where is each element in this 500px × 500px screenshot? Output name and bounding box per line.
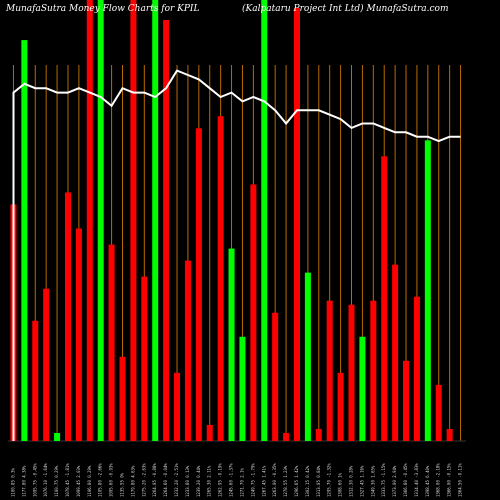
x-tick-label: 1308.60 1% xyxy=(338,472,343,497)
bar-30 xyxy=(326,300,333,441)
x-tick-label: 1135.55 0% xyxy=(120,472,125,497)
x-tick-label: 1265.30 2.11% xyxy=(207,465,212,497)
bar-25 xyxy=(272,312,279,441)
x-tick-label: 1349.30 1.65% xyxy=(370,465,375,497)
bar-18 xyxy=(195,128,202,442)
x-tick-label: 1271.70 2.1% xyxy=(240,468,245,497)
bar-39 xyxy=(424,140,431,441)
x-tick-label: 1239.20 0.44% xyxy=(196,465,201,497)
x-tick-label: 1264.05 -0.88% xyxy=(152,463,157,497)
x-tick-label: 1275.20 -2.63% xyxy=(141,463,146,497)
x-tick-label: 1267.45 1.41% xyxy=(261,465,266,497)
x-tick-label: 1366.00 -0.15% xyxy=(447,463,452,497)
bar-23 xyxy=(250,184,257,441)
bar-22 xyxy=(239,336,246,441)
chart-title-right: (Kalpataru Project Int Ltd) MunafaSutra.… xyxy=(242,3,449,14)
x-tick-label: 1245.60 -1.37% xyxy=(229,463,234,497)
x-tick-label: 1262.95 -0.19% xyxy=(218,463,223,497)
bar-35 xyxy=(381,156,388,441)
bar-8 xyxy=(86,0,93,441)
x-tick-label: 1095.75 -0.45% xyxy=(32,463,37,497)
bar-16 xyxy=(174,372,181,441)
bar-6 xyxy=(64,192,71,441)
bars xyxy=(10,0,453,442)
bar-31 xyxy=(337,372,344,441)
x-tick-label: 1177.80 4.38% xyxy=(21,465,26,497)
x-tick-label: 1099.45 2.03% xyxy=(76,465,81,497)
x-tick-label: 1100.85 0.3% xyxy=(11,468,16,497)
bar-11 xyxy=(119,356,126,441)
bar-10 xyxy=(108,244,115,441)
x-tick-label: 1364.50 -0.11% xyxy=(458,463,463,497)
bar-40 xyxy=(435,384,442,441)
x-tick-label: 1312.30 0.28% xyxy=(349,465,354,497)
bar-12 xyxy=(130,0,137,441)
bar-29 xyxy=(315,428,322,441)
x-tick-label: 1314.40 -3.83% xyxy=(414,463,419,497)
bar-41 xyxy=(446,428,453,441)
x-tick-labels: 1100.85 0.3% 1177.80 4.38% 1095.75 -0.45% 1… xyxy=(11,463,463,497)
x-tick-label: 1366.80 -0.45% xyxy=(403,463,408,497)
bar-15 xyxy=(163,20,170,442)
bar-36 xyxy=(392,264,399,441)
line-series xyxy=(12,69,461,441)
x-tick-label: 1327.45 1.16% xyxy=(359,465,364,497)
bar-19 xyxy=(206,424,213,441)
bar-17 xyxy=(184,260,191,441)
bar-7 xyxy=(75,228,82,441)
x-tick-label: 1278.55 1.23% xyxy=(283,465,288,497)
x-tick-label: 1105.80 -2.66% xyxy=(98,463,103,497)
x-tick-label: 1078.45 -1.81% xyxy=(65,463,70,497)
x-tick-label: 1076.10 -1.64% xyxy=(43,463,48,497)
x-tick-label: 1263.00 -0.35% xyxy=(272,463,277,497)
bar-14 xyxy=(152,0,159,441)
bar-32 xyxy=(348,304,355,441)
bar-2 xyxy=(21,40,28,441)
bar-28 xyxy=(304,272,311,441)
bar-26 xyxy=(283,432,290,441)
bar-33 xyxy=(359,336,366,441)
x-tick-label: 1264.60 -0.04% xyxy=(163,463,168,497)
x-tick-label: 1095.60 -0.93% xyxy=(109,463,114,497)
x-tick-label: 1333.75 -1.15% xyxy=(381,463,386,497)
bar-38 xyxy=(413,296,420,441)
x-tick-label: 1106.80 0.29% xyxy=(87,465,92,497)
chart-title-left: MunafaSutra Money Flow Charts for KPIL xyxy=(5,4,199,14)
bar-9 xyxy=(97,0,104,441)
x-tick-label: 1373.00 2.94% xyxy=(392,465,397,497)
x-tick-label: 1100.75 0.29% xyxy=(54,465,59,497)
bar-34 xyxy=(370,300,377,441)
x-tick-label: 1398.45 6.40% xyxy=(425,465,430,497)
x-tick-label: 1233.80 0.13% xyxy=(185,465,190,497)
x-tick-label: 1313.05 0.84% xyxy=(316,465,321,497)
bar-4 xyxy=(43,288,50,441)
bar-5 xyxy=(54,432,61,441)
x-tick-label: 1302.15 0.42% xyxy=(305,465,310,497)
bar-3 xyxy=(32,320,39,441)
bar-21 xyxy=(228,248,235,441)
x-tick-label: 1296.65 1.42% xyxy=(294,465,299,497)
x-tick-label: 1179.80 4.63% xyxy=(130,465,135,497)
bar-13 xyxy=(141,276,148,441)
x-tick-label: 1232.20 -2.51% xyxy=(174,463,179,497)
flow-line xyxy=(12,69,461,441)
bar-37 xyxy=(403,360,410,441)
x-tick-label: 1249.75 -1.79% xyxy=(250,463,255,497)
bar-24 xyxy=(261,0,268,441)
bar-20 xyxy=(217,116,224,441)
bar-27 xyxy=(293,8,300,441)
x-tick-label: 1368.00 -2.18% xyxy=(436,463,441,497)
x-tick-label: 1295.70 -1.32% xyxy=(327,463,332,497)
